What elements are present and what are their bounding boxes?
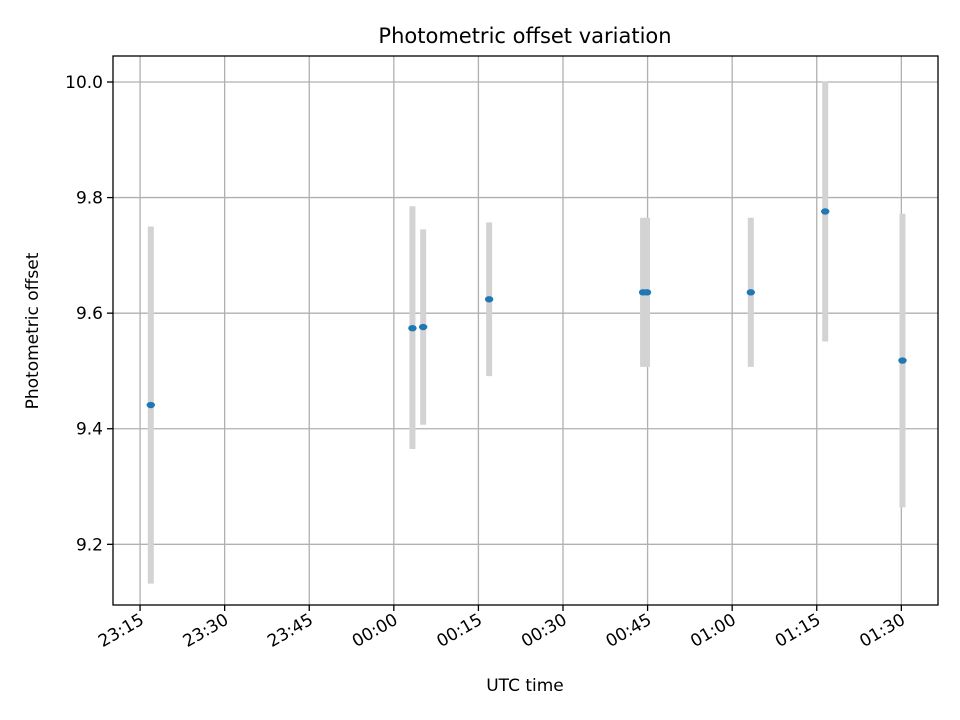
y-tick-label: 10.0 (65, 73, 103, 93)
data-points (146, 208, 907, 409)
y-axis-label: Photometric offset (23, 252, 43, 409)
y-axis-ticks: 9.2 9.4 9.6 9.8 10.0 (65, 73, 113, 555)
x-axis-label: UTC time (486, 676, 564, 696)
data-point (146, 401, 155, 409)
data-point (418, 323, 428, 331)
grid (113, 56, 938, 605)
data-point (484, 296, 494, 303)
data-point (642, 289, 652, 296)
plot-area-frame (112, 55, 939, 606)
y-tick-label: 9.2 (76, 535, 103, 555)
chart-title: Photometric offset variation (378, 24, 671, 48)
data-point (821, 208, 830, 215)
data-point (746, 289, 755, 296)
data-point (408, 324, 417, 332)
y-tick-label: 9.8 (76, 189, 103, 209)
data-point (898, 357, 907, 364)
y-tick-label: 9.4 (76, 420, 103, 440)
y-tick-label: 9.6 (76, 304, 103, 324)
